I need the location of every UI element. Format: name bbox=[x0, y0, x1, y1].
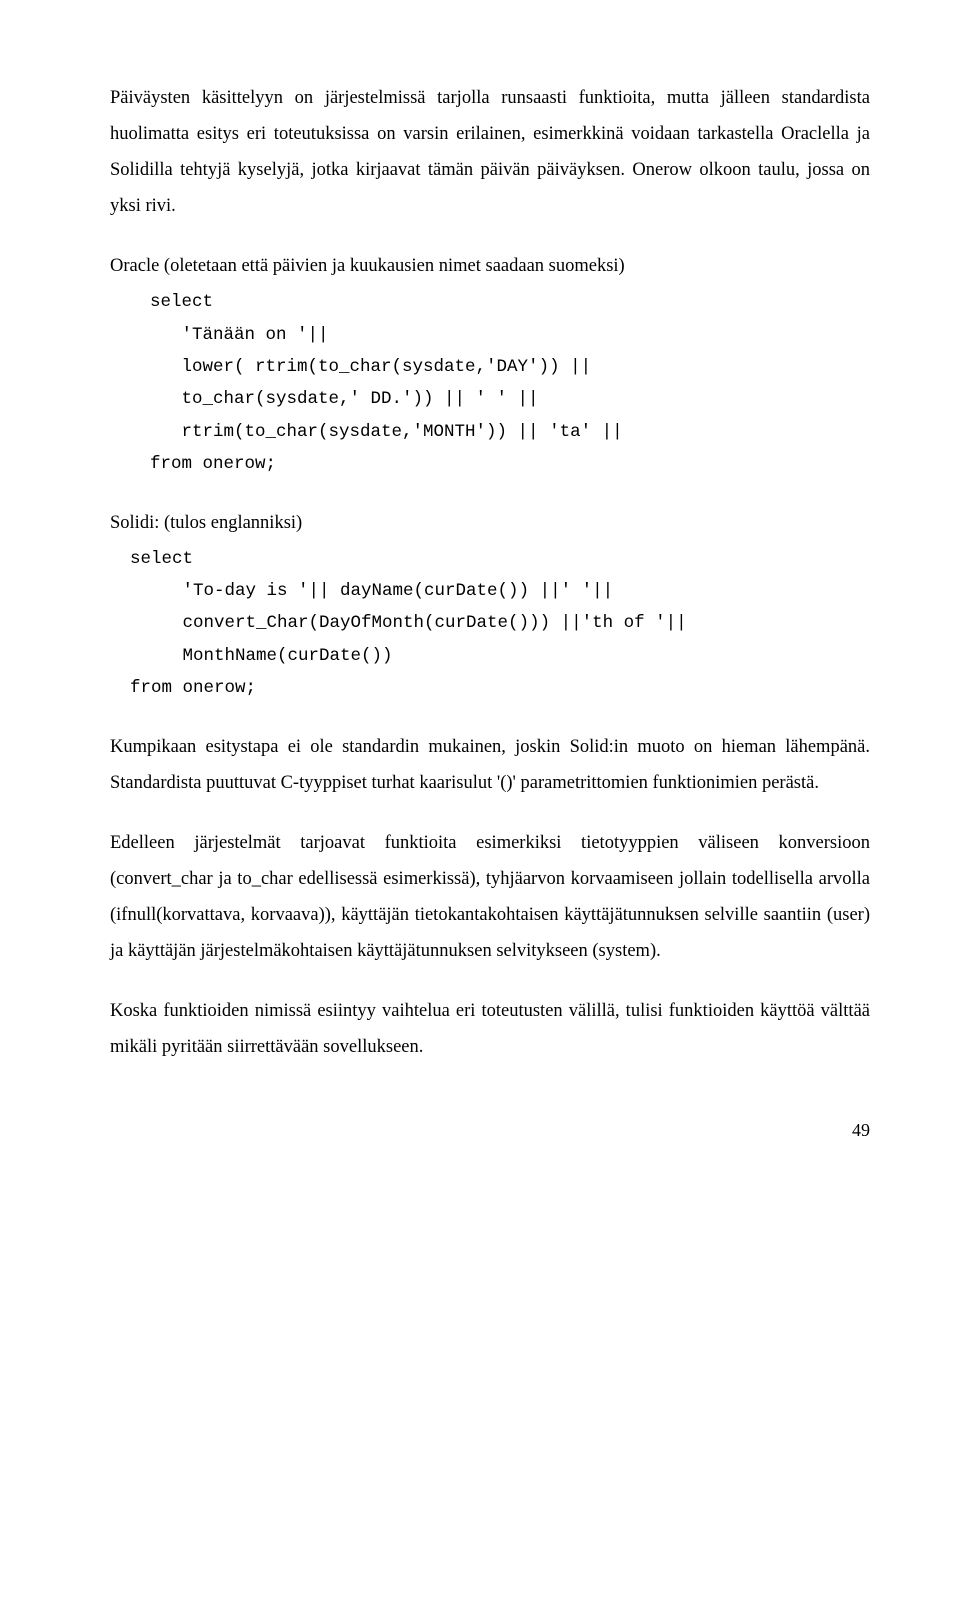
oracle-code-block: select 'Tänään on '|| lower( rtrim(to_ch… bbox=[150, 286, 870, 480]
oracle-intro-line: Oracle (oletetaan että päivien ja kuukau… bbox=[110, 248, 870, 284]
solidi-code-block: select 'To-day is '|| dayName(curDate())… bbox=[130, 543, 870, 705]
paragraph-koska: Koska funktioiden nimissä esiintyy vaiht… bbox=[110, 993, 870, 1065]
paragraph-intro: Päiväysten käsittelyyn on järjestelmissä… bbox=[110, 80, 870, 224]
paragraph-esitystapa: Kumpikaan esitystapa ei ole standardin m… bbox=[110, 729, 870, 801]
solidi-intro-line: Solidi: (tulos englanniksi) bbox=[110, 505, 870, 541]
page-number: 49 bbox=[110, 1113, 870, 1148]
paragraph-edelleen: Edelleen järjestelmät tarjoavat funktioi… bbox=[110, 825, 870, 969]
